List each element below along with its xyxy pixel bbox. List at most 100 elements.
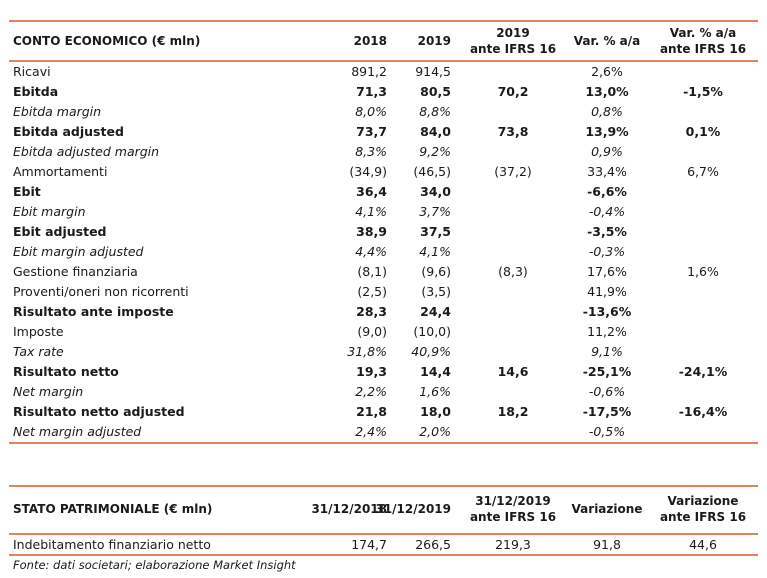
value-2019: 80,5 (420, 84, 451, 99)
value-2018: 4,4% (355, 244, 387, 259)
table-row: Ebitda adjusted 73,7 84,0 73,8 13,9% 0,1% (9, 122, 758, 142)
value-2019: 266,5 (415, 537, 451, 552)
var-pct: 17,6% (587, 264, 627, 279)
value-2019: 914,5 (415, 64, 451, 79)
value-2018: 2,2% (355, 384, 387, 399)
var-pct: 91,8 (593, 537, 621, 552)
balance-header-var-ifrs: Variazione ante IFRS 16 (659, 494, 747, 524)
var-pct-ante-ifrs16: -16,4% (678, 404, 728, 419)
value-2018: (8,1) (357, 264, 387, 279)
row-label: Ebit adjusted (13, 224, 107, 239)
table-row: Ricavi 891,2 914,5 2,6% (9, 62, 758, 82)
row-label: Risultato netto adjusted (13, 404, 185, 419)
var-pct: 33,4% (587, 164, 627, 179)
value-2018: 891,2 (351, 64, 387, 79)
value-2019-ante-ifrs16: 70,2 (497, 84, 529, 99)
income-header-row: CONTO ECONOMICO (€ mln) 2018 2019 2019 an… (9, 23, 758, 59)
var-pct: 0,8% (591, 104, 623, 119)
source-footnote: Fonte: dati societari; elaborazione Mark… (13, 558, 296, 572)
value-2018: (9,0) (357, 324, 387, 339)
row-label: Net margin adjusted (13, 424, 142, 439)
var-pct: -0,6% (588, 384, 626, 399)
row-label: Net margin (13, 384, 84, 399)
var-pct: 9,1% (591, 344, 623, 359)
row-label: Risultato netto (13, 364, 119, 379)
balance-header-2019: 31/12/2019 (375, 502, 451, 516)
income-header-var: Var. % a/a (573, 34, 641, 48)
value-2019: (9,6) (421, 264, 451, 279)
var-pct: 0,9% (591, 144, 623, 159)
value-2019: 4,1% (419, 244, 451, 259)
balance-header-rule (9, 533, 758, 535)
value-2018: 174,7 (351, 537, 387, 552)
row-label: Proventi/oneri non ricorrenti (13, 284, 189, 299)
income-bottom-rule (9, 442, 758, 444)
income-header-2019: 2019 (417, 34, 451, 48)
value-2018: 31,8% (347, 344, 387, 359)
var-pct: 13,9% (585, 124, 629, 139)
row-label: Risultato ante imposte (13, 304, 174, 319)
table-row: Ebit margin adjusted 4,4% 4,1% -0,3% (9, 242, 758, 262)
value-2019: (10,0) (413, 324, 451, 339)
value-2018: 2,4% (355, 424, 387, 439)
value-2018: 4,1% (355, 204, 387, 219)
row-label: Ammortamenti (13, 164, 108, 179)
var-pct: -0,3% (588, 244, 626, 259)
value-2019-ante-ifrs16: 18,2 (497, 404, 529, 419)
value-2018: 8,3% (355, 144, 387, 159)
row-label: Ebit margin adjusted (13, 244, 144, 259)
balance-header-var: Variazione (571, 502, 643, 516)
balance-top-rule (9, 485, 758, 487)
value-2018: 8,0% (355, 104, 387, 119)
value-2019: (3,5) (421, 284, 451, 299)
row-label: Ebit (13, 184, 41, 199)
var-pct: -25,1% (582, 364, 632, 379)
table-row: Ammortamenti (34,9) (46,5) (37,2) 33,4% 6,7% (9, 162, 758, 182)
var-pct-ante-ifrs16: 6,7% (687, 164, 719, 179)
table-row: Indebitamento finanziario netto 174,7 266,… (9, 535, 758, 555)
var-pct: -0,4% (588, 204, 626, 219)
value-2019: (46,5) (413, 164, 451, 179)
row-label: Ebitda adjusted (13, 124, 124, 139)
income-header-rule (9, 60, 758, 62)
row-label: Indebitamento finanziario netto (13, 537, 211, 552)
var-pct: 13,0% (585, 84, 629, 99)
value-2018: 73,7 (356, 124, 387, 139)
row-label: Gestione finanziaria (13, 264, 138, 279)
row-label: Ebitda (13, 84, 59, 99)
table-row: Ebit adjusted 38,9 37,5 -3,5% (9, 222, 758, 242)
value-2019: 2,0% (419, 424, 451, 439)
var-pct: -13,6% (582, 304, 632, 319)
var-pct: 41,9% (587, 284, 627, 299)
row-label: Ebit margin (13, 204, 86, 219)
var-pct: 11,2% (587, 324, 627, 339)
table-row: Ebit margin 4,1% 3,7% -0,4% (9, 202, 758, 222)
income-top-rule (9, 20, 758, 22)
table-row: Tax rate 31,8% 40,9% 9,1% (9, 342, 758, 362)
value-2019-ante-ifrs16: (8,3) (498, 264, 528, 279)
value-2018: 28,3 (356, 304, 387, 319)
balance-header-title: STATO PATRIMONIALE (€ mln) (13, 502, 213, 516)
value-2019: 3,7% (419, 204, 451, 219)
value-2018: (2,5) (357, 284, 387, 299)
value-2018: 21,8 (356, 404, 387, 419)
value-2019: 14,4 (420, 364, 451, 379)
value-2019: 24,4 (420, 304, 451, 319)
row-label: Tax rate (13, 344, 64, 359)
value-2019: 9,2% (419, 144, 451, 159)
table-row: Risultato ante imposte 28,3 24,4 -13,6% (9, 302, 758, 322)
value-2019-ante-ifrs16: 14,6 (497, 364, 529, 379)
row-label: Ricavi (13, 64, 51, 79)
var-pct: -3,5% (587, 224, 627, 239)
balance-header-row: STATO PATRIMONIALE (€ mln) 31/12/2018 31… (9, 491, 758, 527)
balance-header-2019-ifrs: 31/12/2019 ante IFRS 16 (469, 494, 557, 524)
value-2018: 19,3 (356, 364, 387, 379)
value-2019: 8,8% (419, 104, 451, 119)
table-row: Ebit 36,4 34,0 -6,6% (9, 182, 758, 202)
var-pct: -17,5% (582, 404, 632, 419)
row-label: Ebitda adjusted margin (13, 144, 160, 159)
row-label: Ebitda margin (13, 104, 102, 119)
table-row: Risultato netto 19,3 14,4 14,6 -25,1% -24,1% (9, 362, 758, 382)
var-pct-ante-ifrs16: -1,5% (683, 84, 723, 99)
table-row: Gestione finanziaria (8,1) (9,6) (8,3) 17,6%… (9, 262, 758, 282)
